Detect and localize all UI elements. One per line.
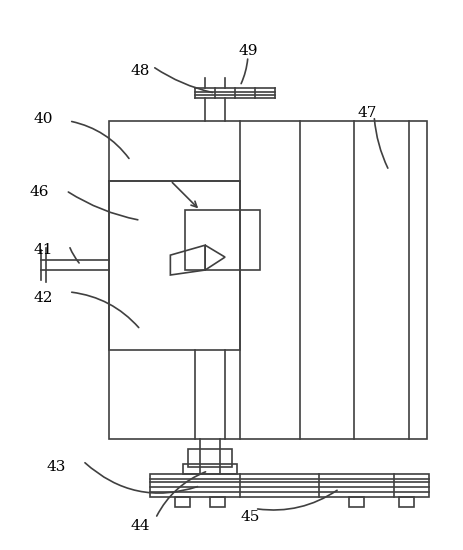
Bar <box>175 497 190 507</box>
Bar <box>185 211 260 270</box>
Bar <box>109 180 240 350</box>
Text: 49: 49 <box>238 45 257 58</box>
Bar <box>183 464 237 474</box>
Text: 43: 43 <box>46 460 66 474</box>
Bar <box>399 497 414 507</box>
Text: 41: 41 <box>33 243 53 257</box>
Bar <box>210 497 225 507</box>
Bar <box>109 121 427 439</box>
Text: 48: 48 <box>131 64 150 78</box>
Bar <box>150 474 429 497</box>
Text: 44: 44 <box>131 520 150 534</box>
Text: 47: 47 <box>357 106 377 120</box>
Bar <box>188 449 232 467</box>
Text: 46: 46 <box>30 185 49 200</box>
Text: 40: 40 <box>33 112 53 126</box>
Text: 45: 45 <box>240 509 260 524</box>
Text: 42: 42 <box>33 291 53 305</box>
Bar <box>349 497 364 507</box>
